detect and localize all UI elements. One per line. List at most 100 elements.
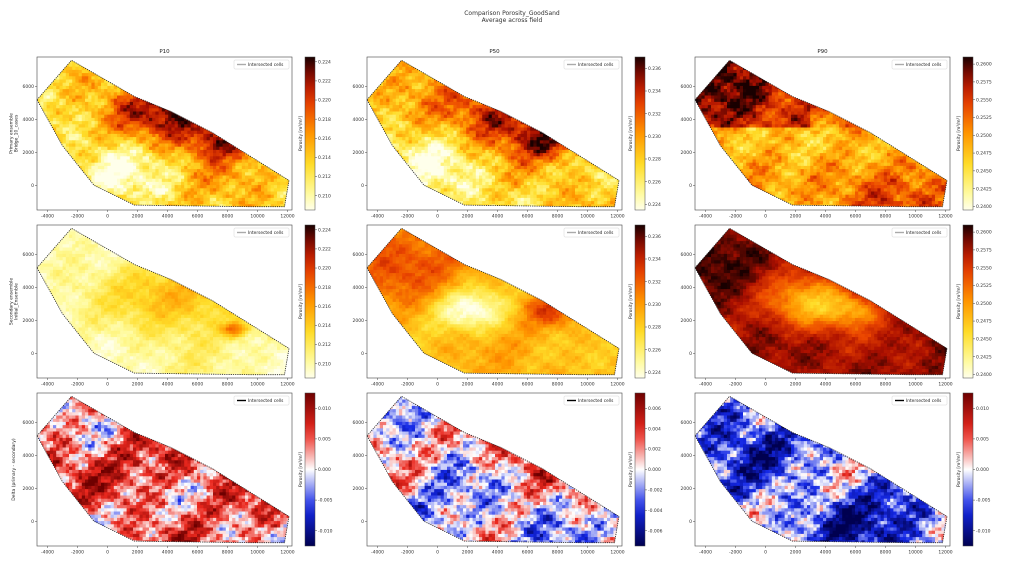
axes-frame <box>694 392 951 547</box>
field-boundary <box>36 59 290 208</box>
legend-label: Intersected cells <box>578 230 614 236</box>
y-tick-label: 6000 <box>23 252 35 258</box>
colorbar-tick-label: 0.216 <box>318 304 331 310</box>
y-tick-label: 4000 <box>23 285 35 291</box>
colorbar-tick-label: 0.224 <box>318 59 331 65</box>
legend-label: Intersected cells <box>578 62 614 68</box>
x-tick-label: 12000 <box>938 214 952 220</box>
colorbar-label: Porosity [m³/m³] <box>298 284 304 319</box>
colorbar: 0.224 0.222 0.220 0.218 0.216 0.214 0.212 0.210… <box>298 224 331 379</box>
x-tick-label: -4000 <box>41 214 54 220</box>
x-tick-label: 0 <box>764 382 767 388</box>
axes-frame <box>694 56 951 211</box>
x-tick-label: 0 <box>106 550 109 556</box>
y-tick-label: 2000 <box>681 486 693 492</box>
colorbar-tick-label: 0.005 <box>318 437 331 443</box>
y-tick-label: 2000 <box>681 150 693 156</box>
x-tick-label: 4000 <box>162 214 174 220</box>
map-panel-r1-c1: -4000 -2000 0 2000 4000 6000 8000 10000 12000 0 20… <box>353 224 661 388</box>
colorbar-tick-label: 0.000 <box>318 467 331 473</box>
colorbar: 0.006 0.004 0.002 0.000 -0.002 -0.004 -0.006 Po… <box>628 392 663 547</box>
porosity-field <box>367 60 619 207</box>
colorbar-tick-label: -0.006 <box>648 528 663 534</box>
colorbar-tick-label: 0.224 <box>648 202 661 208</box>
x-tick-label: 12000 <box>280 214 294 220</box>
colorbar-scale <box>304 56 316 211</box>
colorbar-tick-label: -0.002 <box>648 488 663 494</box>
x-tick-label: 6000 <box>192 550 204 556</box>
map-panel-r2-c2: -4000 -2000 0 2000 4000 6000 8000 10000 12000 0 20… <box>681 392 991 556</box>
colorbar: 0.2600 0.2575 0.2550 0.2525 0.2500 0.2475 0.24… <box>956 56 992 211</box>
axes-frame <box>36 224 293 379</box>
figure-subtitle: Average across field <box>0 17 1024 24</box>
x-tick-label: 0 <box>106 382 109 388</box>
y-tick-label: 6000 <box>681 252 693 258</box>
x-tick-label: 0 <box>436 382 439 388</box>
x-tick-label: 2000 <box>132 550 144 556</box>
x-tick-label: -2000 <box>401 214 414 220</box>
colorbar: 0.2600 0.2575 0.2550 0.2525 0.2500 0.2475 0.24… <box>956 224 992 379</box>
colorbar-tick-label: 0.2500 <box>976 133 992 139</box>
x-tick-label: 12000 <box>610 382 624 388</box>
x-tick-label: 6000 <box>522 382 534 388</box>
x-tick-label: -4000 <box>371 550 384 556</box>
y-tick-label: 6000 <box>23 84 35 90</box>
x-tick-label: 6000 <box>192 382 204 388</box>
colorbar: 0.236 0.234 0.232 0.230 0.228 0.226 0.224 Poros… <box>628 224 661 379</box>
column-title: P90 <box>817 49 828 55</box>
colorbar-tick-label: 0.220 <box>318 266 331 272</box>
legend-box <box>233 59 290 70</box>
porosity-field <box>367 396 619 543</box>
legend-label: Intersected cells <box>906 62 942 68</box>
colorbar-tick-label: 0.010 <box>318 406 331 412</box>
colorbar-label: Porosity [m³/m³] <box>956 452 962 487</box>
x-tick-label: 4000 <box>820 214 832 220</box>
x-tick-label: 10000 <box>580 214 594 220</box>
colorbar-tick-label: 0.2475 <box>976 151 992 157</box>
x-tick-label: 4000 <box>162 550 174 556</box>
x-tick-label: 8000 <box>552 382 564 388</box>
y-tick-label: 0 <box>31 183 34 189</box>
colorbar-tick-label: 0.2475 <box>976 319 992 325</box>
colorbar-tick-label: 0.236 <box>648 66 661 72</box>
y-tick-label: 6000 <box>681 420 693 426</box>
x-tick-label: -4000 <box>699 214 712 220</box>
x-tick-label: 2000 <box>790 382 802 388</box>
y-tick-label: 2000 <box>23 150 35 156</box>
colorbar-tick-label: 0.000 <box>976 467 989 473</box>
colorbar-tick-label: 0.2450 <box>976 336 992 342</box>
x-tick-label: 0 <box>436 214 439 220</box>
colorbar-tick-label: 0.210 <box>318 193 331 199</box>
field-boundary <box>36 227 290 376</box>
y-tick-label: 4000 <box>23 117 35 123</box>
colorbar-tick-label: 0.2500 <box>976 301 992 307</box>
legend-box <box>233 395 290 406</box>
colorbar-tick-label: 0.212 <box>318 174 331 180</box>
colorbar-scale <box>962 56 974 211</box>
colorbar-label: Porosity [m³/m³] <box>628 284 634 319</box>
colorbar-tick-label: 0.224 <box>318 227 331 233</box>
field-boundary <box>36 395 290 544</box>
legend-box <box>891 227 948 238</box>
colorbar-label: Porosity [m³/m³] <box>956 284 962 319</box>
x-tick-label: 2000 <box>462 550 474 556</box>
map-panel-r0-c2: P90 -4000 -2000 0 2000 4000 6000 8000 10000 12000… <box>681 49 992 220</box>
colorbar-scale <box>634 224 646 379</box>
porosity-field <box>367 228 619 375</box>
x-tick-label: 0 <box>764 550 767 556</box>
x-tick-label: 8000 <box>552 214 564 220</box>
colorbar-scale <box>304 224 316 379</box>
colorbar-tick-label: 0.218 <box>318 285 331 291</box>
colorbar-label: Porosity [m³/m³] <box>628 452 634 487</box>
axes-frame <box>694 224 951 379</box>
legend-label: Intersected cells <box>906 230 942 236</box>
x-tick-label: 0 <box>764 214 767 220</box>
x-tick-label: -4000 <box>371 214 384 220</box>
colorbar-tick-label: 0.234 <box>648 89 661 95</box>
field-boundary <box>366 59 620 208</box>
colorbar-tick-label: 0.222 <box>318 79 331 85</box>
legend: Intersected cells <box>233 395 290 406</box>
colorbar-tick-label: 0.226 <box>648 347 661 353</box>
y-tick-label: 6000 <box>353 252 365 258</box>
colorbar-tick-label: 0.2550 <box>976 97 992 103</box>
